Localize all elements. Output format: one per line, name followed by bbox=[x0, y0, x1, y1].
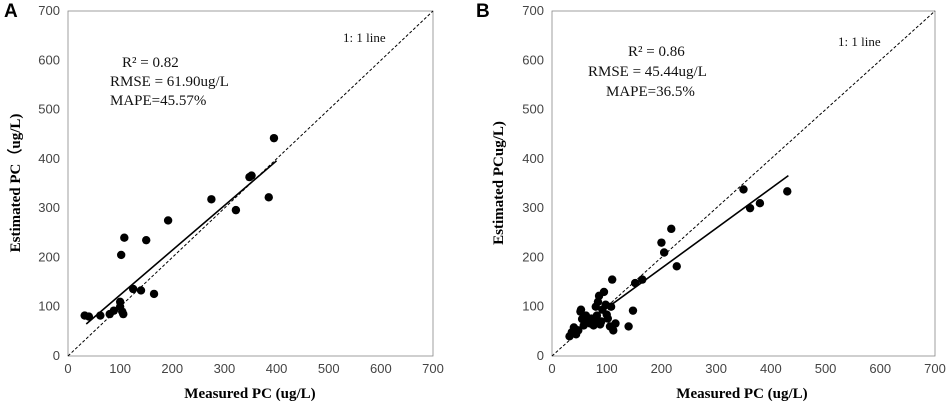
panel-b-data-point bbox=[597, 317, 606, 326]
panel-a-y-ticks: 0 100 200 300 400 500 600 700 bbox=[38, 3, 60, 363]
panel-a-x-ticks: 0 100 200 300 400 500 600 700 bbox=[64, 361, 443, 376]
panel-a-data-point bbox=[109, 306, 119, 315]
panel-b-data-point bbox=[657, 238, 666, 247]
panel-a-y-tick-label: 0 bbox=[53, 348, 60, 363]
panel-a-data-point bbox=[269, 133, 279, 143]
panel-b-y-tick-label: 200 bbox=[522, 249, 544, 264]
panel-a-points bbox=[80, 133, 279, 321]
panel-a-one-to-one-label: 1: 1 line bbox=[343, 30, 386, 45]
panel-a-data-point bbox=[115, 297, 125, 306]
panel-a-x-tick-label: 400 bbox=[266, 361, 288, 376]
panel-b-data-point bbox=[592, 311, 602, 320]
panel-b-y-tick-label: 500 bbox=[522, 102, 544, 117]
panel-b-rmse: RMSE = 45.44ug/L bbox=[588, 64, 707, 80]
panel-b-data-point bbox=[630, 278, 640, 288]
panel-b-letter: B bbox=[476, 1, 490, 22]
panel-a-x-tick-label: 0 bbox=[64, 361, 71, 376]
panel-b-y-tick-label: 400 bbox=[522, 151, 544, 166]
panel-b-data-point bbox=[755, 199, 765, 208]
panel-a-data-point bbox=[207, 195, 216, 204]
panel-a-data-point bbox=[149, 289, 159, 299]
panel-b-data-point bbox=[659, 248, 669, 257]
panel-b-x-tick-label: 700 bbox=[924, 361, 946, 376]
panel-b-y-tick-label: 600 bbox=[522, 52, 544, 67]
panel-a-plot-frame bbox=[67, 10, 434, 357]
panel-b-x-tick-label: 200 bbox=[651, 361, 673, 376]
panel-a-x-tick-label: 700 bbox=[422, 361, 444, 376]
panel-a-x-axis-title: Measured PC (ug/L) bbox=[184, 386, 315, 402]
panel-b-data-point bbox=[611, 319, 620, 328]
panel-a-data-point bbox=[120, 233, 129, 242]
panel-a-y-tick-label: 600 bbox=[38, 52, 60, 67]
panel-b-data-point bbox=[667, 224, 676, 234]
panel-b-x-tick-label: 600 bbox=[869, 361, 891, 376]
panel-a-y-axis-title: Estimated PC（ug/L) bbox=[6, 114, 24, 253]
panel-a-data-point bbox=[128, 284, 138, 294]
panel-a-mape: MAPE=45.57% bbox=[110, 93, 206, 109]
panel-a-data-point bbox=[264, 193, 273, 202]
panel-a-data-point bbox=[247, 171, 256, 180]
panel-a-data-point bbox=[96, 311, 105, 320]
panel-b-x-ticks: 0 100 200 300 400 500 600 700 bbox=[548, 361, 945, 376]
panel-b-data-point bbox=[599, 287, 609, 297]
panel-b-data-point bbox=[609, 326, 618, 335]
panel-a-x-tick-label: 300 bbox=[214, 361, 236, 376]
panel-a-data-point bbox=[231, 205, 241, 215]
panel-b-x-tick-label: 400 bbox=[760, 361, 782, 376]
panel-a-data-point bbox=[142, 235, 151, 245]
panel-a-x-tick-label: 100 bbox=[109, 361, 131, 376]
panel-b: B 0 100 200 300 400 500 600 700 0 100 200 300 400 50… bbox=[476, 1, 946, 402]
panel-b-data-point bbox=[576, 305, 586, 314]
panel-b-data-point bbox=[739, 185, 748, 194]
panel-b-y-tick-label: 0 bbox=[537, 348, 544, 363]
panel-b-y-tick-label: 300 bbox=[522, 200, 544, 215]
panel-b-data-point bbox=[574, 326, 583, 335]
panel-b-x-tick-label: 500 bbox=[815, 361, 837, 376]
panel-a-fit-line bbox=[85, 160, 278, 325]
panel-b-y-ticks: 0 100 200 300 400 500 600 700 bbox=[522, 3, 544, 363]
panel-a-x-tick-label: 200 bbox=[161, 361, 183, 376]
panel-a-data-point bbox=[119, 309, 128, 319]
panel-b-data-point bbox=[624, 322, 633, 331]
panel-a-data-point bbox=[84, 312, 94, 321]
panel-b-x-tick-label: 0 bbox=[548, 361, 555, 376]
panel-b-data-point bbox=[628, 306, 638, 315]
panel-a-x-tick-label: 500 bbox=[318, 361, 340, 376]
panel-a-y-tick-label: 500 bbox=[38, 102, 60, 117]
panel-b-y-tick-label: 100 bbox=[522, 299, 544, 314]
panel-b-one-to-one-line bbox=[551, 10, 936, 357]
panel-b-data-point bbox=[745, 203, 755, 213]
panel-a-letter: A bbox=[4, 1, 18, 22]
panel-b-data-point bbox=[607, 275, 617, 284]
panel-b-mape: MAPE=36.5% bbox=[606, 84, 695, 100]
panel-a-data-point bbox=[163, 216, 173, 225]
panel-b-data-point bbox=[603, 314, 613, 323]
panel-b-data-point bbox=[606, 302, 616, 311]
panel-b-y-axis-title: Estimated PCug/L) bbox=[491, 121, 507, 245]
panel-a-r2: R² = 0.82 bbox=[122, 55, 179, 71]
panel-b-x-tick-label: 100 bbox=[596, 361, 618, 376]
panel-b-y-tick-label: 700 bbox=[522, 3, 544, 18]
panel-a-y-tick-label: 200 bbox=[38, 249, 60, 264]
panel-a-rmse: RMSE = 61.90ug/L bbox=[110, 74, 229, 90]
panel-b-one-to-one-label: 1: 1 line bbox=[838, 34, 881, 49]
panel-b-points bbox=[565, 185, 792, 341]
panel-b-x-tick-label: 300 bbox=[705, 361, 727, 376]
panel-b-plot-frame bbox=[551, 10, 936, 357]
panel-a-y-tick-label: 700 bbox=[38, 3, 60, 18]
panel-b-data-point bbox=[672, 262, 681, 271]
panel-a-data-point bbox=[116, 250, 126, 260]
panel-a: A 0 100 200 300 400 500 600 700 0 100 200 300 400 50… bbox=[4, 1, 444, 402]
panel-a-y-tick-label: 400 bbox=[38, 151, 60, 166]
panel-a-y-tick-label: 100 bbox=[38, 299, 60, 314]
panel-b-r2: R² = 0.86 bbox=[628, 44, 685, 60]
panel-a-x-tick-label: 600 bbox=[370, 361, 392, 376]
panel-b-x-axis-title: Measured PC (ug/L) bbox=[676, 386, 807, 402]
panel-b-data-point bbox=[783, 187, 792, 196]
panel-b-data-point bbox=[638, 275, 647, 284]
panel-a-data-point bbox=[136, 286, 146, 295]
panel-a-y-tick-label: 300 bbox=[38, 200, 60, 215]
